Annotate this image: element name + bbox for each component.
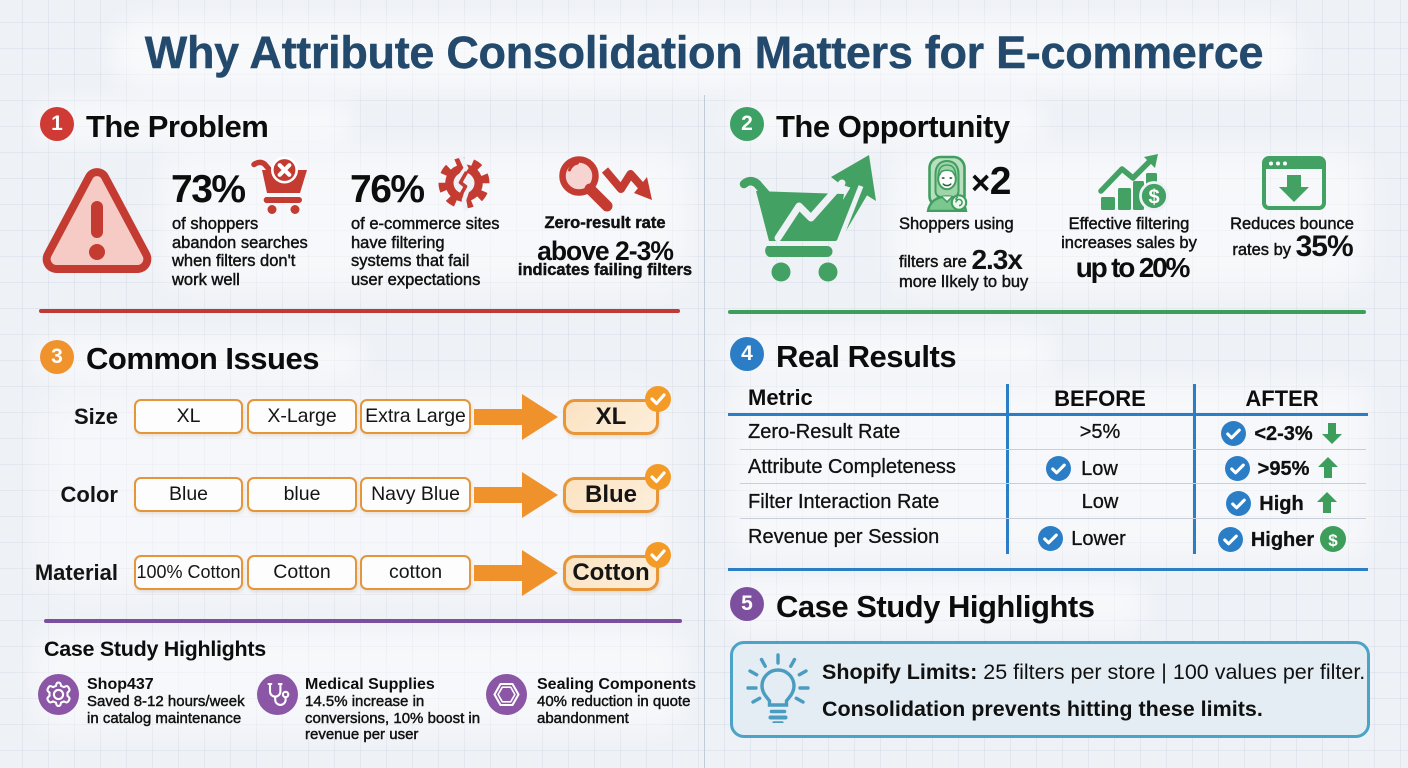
- svg-text:$: $: [1148, 187, 1159, 209]
- svg-text:$: $: [1328, 531, 1338, 550]
